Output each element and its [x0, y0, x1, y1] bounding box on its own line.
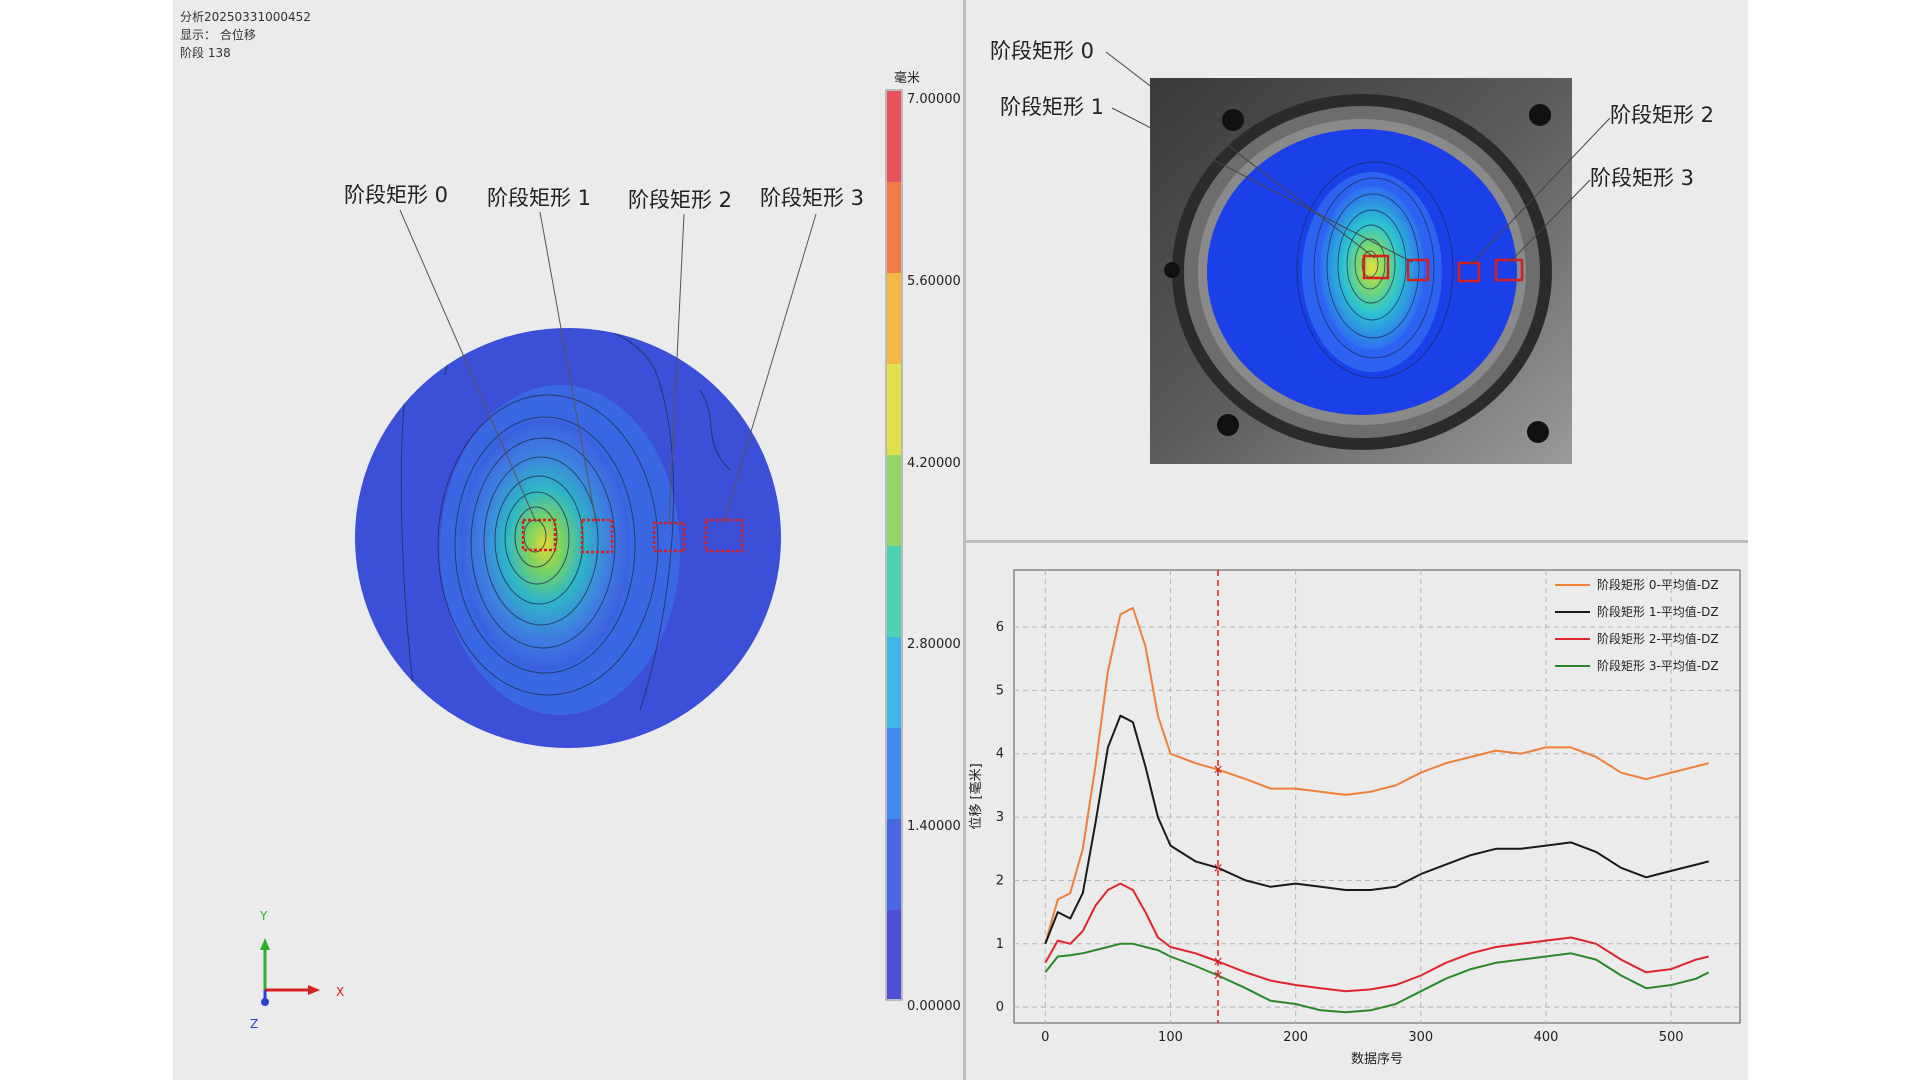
rect-label-3: 阶段矩形 3 [760, 186, 864, 210]
photo-rect-0[interactable] [1362, 254, 1390, 280]
cursor-marker-2: × [1213, 955, 1224, 970]
horizontal-splitter[interactable] [966, 540, 1748, 543]
camera-overlay-view[interactable]: 阶段矩形 0 阶段矩形 1 阶段矩形 2 阶段矩形 3 [966, 0, 1748, 540]
x-tick-label-4: 400 [1534, 1030, 1559, 1045]
photo-label-0: 阶段矩形 0 [990, 39, 1094, 63]
stage-rect-0[interactable] [521, 518, 557, 552]
colorbar-tick-4: 1.40000 [907, 819, 961, 834]
axis-y-label: Y [259, 909, 268, 923]
series-line-2[interactable] [1044, 882, 1709, 993]
colorbar-tick-1: 5.60000 [907, 274, 961, 289]
colorbar-unit: 毫米 [894, 70, 920, 86]
x-tick-label-0: 0 [1041, 1030, 1049, 1045]
photo-label-1: 阶段矩形 1 [1000, 95, 1104, 119]
colorbar-tick-2: 4.20000 [907, 456, 961, 471]
legend-label-3: 阶段矩形 3-平均值-DZ [1597, 658, 1719, 673]
colorbar-tick-5: 0.00000 [907, 999, 961, 1014]
analysis-info: 分析20250331000452 显示： 合位移 阶段 138 [180, 8, 311, 62]
x-tick-label-2: 200 [1283, 1030, 1308, 1045]
cursor-marker-0: × [1213, 763, 1224, 778]
colorbar-tick-3: 2.80000 [907, 637, 961, 652]
y-tick-label-1: 1 [996, 937, 1004, 952]
photo-rect-2[interactable] [1457, 261, 1481, 283]
analysis-id: 分析20250331000452 [180, 10, 311, 24]
axis-triad: Y X Z [250, 909, 344, 1031]
cursor-marker-3: × [1213, 968, 1224, 983]
stage-number: 阶段 138 [180, 46, 231, 60]
axis-x-label: X [336, 985, 344, 999]
displacement-disc [355, 328, 781, 748]
y-axis-label: 位移 [毫米] [968, 763, 984, 829]
x-tick-label-5: 500 [1659, 1030, 1684, 1045]
vertical-splitter[interactable] [963, 0, 966, 1080]
legend-label-2: 阶段矩形 2-平均值-DZ [1597, 631, 1719, 646]
stage-rect-3[interactable] [704, 518, 744, 553]
y-tick-label-5: 5 [996, 683, 1004, 698]
y-tick-label-6: 6 [996, 620, 1004, 635]
series-line-1[interactable] [1044, 714, 1709, 945]
series-line-3[interactable] [1044, 942, 1710, 1014]
x-axis-label: 数据序号 [1351, 1052, 1403, 1067]
y-tick-label-0: 0 [996, 1000, 1004, 1015]
specimen-photo [1150, 78, 1572, 464]
cursor-marker-1: × [1213, 861, 1224, 876]
x-tick-label-3: 300 [1408, 1030, 1433, 1045]
stage-rect-1[interactable] [580, 518, 614, 554]
y-tick-label-2: 2 [996, 873, 1004, 888]
legend-label-0: 阶段矩形 0-平均值-DZ [1597, 577, 1719, 592]
series-line-0[interactable] [1044, 607, 1709, 945]
plot-area[interactable] [1013, 569, 1741, 1024]
photo-label-2: 阶段矩形 2 [1610, 103, 1714, 127]
y-tick-label-4: 4 [996, 747, 1004, 762]
y-tick-label-3: 3 [996, 810, 1004, 825]
contour-plot[interactable]: 阶段矩形 0 阶段矩形 1 阶段矩形 2 阶段矩形 3 毫米 7.00000 5… [173, 0, 963, 1080]
photo-label-3: 阶段矩形 3 [1590, 166, 1694, 190]
photo-rect-3[interactable] [1494, 258, 1524, 282]
photo-rect-1[interactable] [1406, 258, 1430, 282]
rect-label-1: 阶段矩形 1 [487, 186, 591, 210]
display-mode: 显示： 合位移 [180, 28, 256, 42]
legend-label-1: 阶段矩形 1-平均值-DZ [1597, 604, 1719, 619]
axis-z-label: Z [250, 1017, 258, 1031]
colorbar-tick-0: 7.00000 [907, 92, 961, 107]
x-tick-label-1: 100 [1158, 1030, 1183, 1045]
rect-label-2: 阶段矩形 2 [628, 188, 732, 212]
rect-label-0: 阶段矩形 0 [344, 183, 448, 207]
colorbar: 毫米 7.00000 5.60000 4.20000 2.80000 1.400… [885, 70, 961, 1014]
